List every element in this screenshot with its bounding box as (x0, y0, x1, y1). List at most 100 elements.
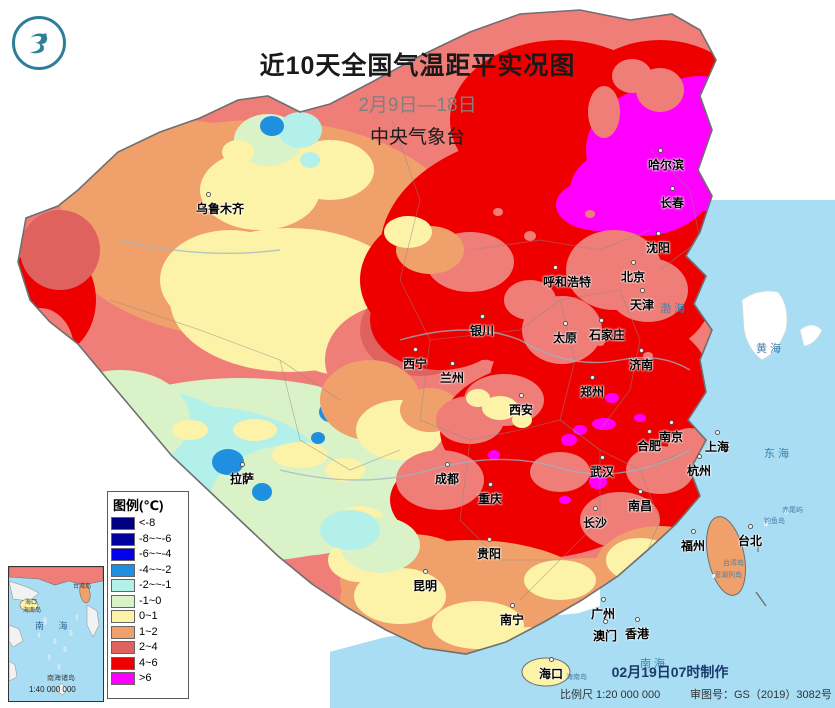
legend-color-swatch (111, 594, 135, 608)
city-marker-dot (669, 420, 674, 425)
city-label: 贵阳 (477, 547, 502, 561)
city-marker-dot (206, 192, 211, 197)
legend-item: -4~~-2 (111, 563, 185, 579)
approval-number-label: 审图号：GS（2019）3082号 (690, 689, 832, 701)
legend-color-swatch (111, 548, 135, 562)
legend-item-label: 0~1 (139, 610, 158, 623)
legend-color-swatch (111, 672, 135, 686)
city-label: 福州 (681, 539, 706, 553)
island-label: 海南岛 (566, 674, 587, 681)
city-label: 西宁 (403, 357, 428, 371)
legend-item: 0~1 (111, 609, 185, 625)
legend-title: 图例(℃) (113, 498, 164, 513)
city-label: 武汉 (590, 465, 615, 479)
city-label: 长春 (660, 196, 685, 210)
city-marker-dot (658, 148, 663, 153)
city-label: 西安 (509, 403, 534, 417)
city-marker-dot (510, 603, 515, 608)
city-label: 天津 (630, 298, 655, 312)
city-marker-dot (647, 429, 652, 434)
sea-label: 黄海 (756, 343, 784, 355)
city-label: 北京 (621, 270, 646, 284)
city-marker-dot (697, 454, 702, 459)
city-marker-dot (240, 462, 245, 467)
sea-label: 东海 (764, 448, 792, 460)
production-time-label: 02月19日07时制作 (611, 664, 729, 680)
city-label: 石家庄 (589, 328, 626, 342)
city-label: 乌鲁木齐 (196, 202, 245, 216)
legend-item: -8~~-6 (111, 532, 185, 548)
legend-color-swatch (111, 641, 135, 655)
legend-color-swatch (111, 532, 135, 546)
sea-label: 南海 (640, 658, 668, 670)
legend-color-swatch (111, 517, 135, 531)
legend-item-label: 4~6 (139, 656, 158, 669)
inset-haikou-label: 海口 (25, 600, 38, 606)
legend-item: -2~~-1 (111, 578, 185, 594)
map-scale-label: 比例尺 1:20 000 000 (560, 689, 661, 701)
cma-dragon-logo-icon (12, 16, 66, 70)
city-marker-dot (670, 186, 675, 191)
city-label: 重庆 (478, 492, 503, 506)
city-label: 杭州 (687, 464, 712, 478)
city-label: 沈阳 (646, 241, 671, 255)
legend-item-label: >6 (139, 672, 152, 685)
island-label: 赤尾屿 (782, 507, 803, 514)
city-marker-dot (601, 597, 606, 602)
city-label: 昆明 (413, 579, 438, 593)
city-marker-dot (423, 569, 428, 574)
city-marker-dot (450, 361, 455, 366)
city-label: 南宁 (500, 613, 525, 627)
legend-item-label: -6~~-4 (139, 548, 172, 561)
inset-sea-label: 南 海 (35, 621, 74, 631)
city-label: 海口 (539, 667, 564, 681)
sea-label: 渤海 (660, 303, 688, 315)
city-label: 呼和浩特 (543, 275, 592, 289)
organization-label: 中央气象台 (369, 127, 465, 148)
city-marker-dot (413, 347, 418, 352)
city-label: 哈尔滨 (648, 158, 685, 172)
legend-item: -6~~-4 (111, 547, 185, 563)
legend-item-label: <-8 (139, 517, 156, 530)
legend-item-label: 1~2 (139, 625, 158, 638)
legend-item: 2~4 (111, 640, 185, 656)
city-label: 太原 (553, 331, 578, 345)
legend-color-swatch (111, 610, 135, 624)
island-label: 台湾岛 (723, 560, 744, 567)
legend-item-label: -8~~-6 (139, 532, 172, 545)
city-marker-dot (487, 537, 492, 542)
city-marker-dot (563, 321, 568, 326)
city-marker-dot (590, 375, 595, 380)
city-marker-dot (600, 455, 605, 460)
city-marker-dot (599, 318, 604, 323)
city-marker-dot (715, 430, 720, 435)
legend-item-label: 2~4 (139, 641, 158, 654)
city-marker-dot (488, 482, 493, 487)
city-label: 台北 (738, 534, 763, 548)
city-marker-dot (635, 617, 640, 622)
legend-item: 1~2 (111, 625, 185, 641)
city-label: 拉萨 (230, 472, 255, 486)
city-marker-dot (553, 265, 558, 270)
legend-color-swatch (111, 625, 135, 639)
date-range-subtitle: 2月9日—18日 (358, 95, 477, 116)
city-marker-dot (638, 489, 643, 494)
legend-color-swatch (111, 656, 135, 670)
legend-item: <-8 (111, 516, 185, 532)
city-marker-dot (549, 657, 554, 662)
south-china-sea-inset-map: 南 海 南海诸岛 1:40 000 000 海口 海南岛 台湾岛 (8, 566, 104, 702)
legend-color-swatch (111, 563, 135, 577)
inset-islands-label: 南海诸岛 (47, 675, 75, 682)
island-label: 钓鱼岛 (764, 518, 785, 525)
city-marker-dot (445, 462, 450, 467)
city-marker-dot (691, 529, 696, 534)
city-label: 成都 (435, 472, 460, 486)
page-title: 近10天全国气温距平实况图 (259, 52, 576, 80)
island-label: 澎湖列岛 (714, 572, 742, 579)
city-label: 合肥 (637, 439, 662, 453)
city-marker-dot (519, 393, 524, 398)
city-marker-dot (631, 260, 636, 265)
city-marker-dot (656, 231, 661, 236)
inset-scale-label: 1:40 000 000 (29, 685, 76, 694)
